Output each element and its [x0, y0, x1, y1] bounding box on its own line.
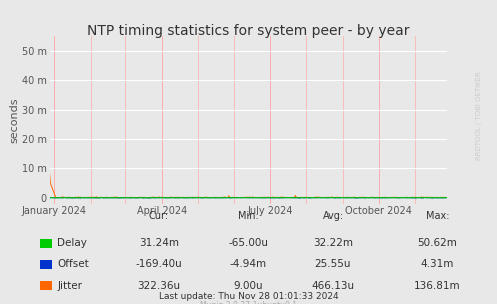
- Text: -65.00u: -65.00u: [229, 238, 268, 248]
- Text: Offset: Offset: [57, 260, 89, 269]
- Text: 31.24m: 31.24m: [139, 238, 179, 248]
- Text: Cur:: Cur:: [149, 211, 169, 221]
- Text: -169.40u: -169.40u: [136, 260, 182, 269]
- Y-axis label: seconds: seconds: [9, 97, 19, 143]
- Text: Min:: Min:: [238, 211, 259, 221]
- Text: Max:: Max:: [425, 211, 449, 221]
- Text: RRDTOOL / TOBI OETIKER: RRDTOOL / TOBI OETIKER: [476, 71, 482, 160]
- Text: 466.13u: 466.13u: [312, 281, 354, 291]
- Text: Delay: Delay: [57, 238, 87, 248]
- Text: Munin 2.0.37-1ubuntu0.1: Munin 2.0.37-1ubuntu0.1: [200, 301, 297, 304]
- Text: NTP timing statistics for system peer - by year: NTP timing statistics for system peer - …: [87, 24, 410, 38]
- Text: Last update: Thu Nov 28 01:01:33 2024: Last update: Thu Nov 28 01:01:33 2024: [159, 292, 338, 301]
- Text: Jitter: Jitter: [57, 281, 82, 291]
- Text: -4.94m: -4.94m: [230, 260, 267, 269]
- Text: 50.62m: 50.62m: [417, 238, 457, 248]
- Text: 322.36u: 322.36u: [138, 281, 180, 291]
- Text: 136.81m: 136.81m: [414, 281, 461, 291]
- Text: 4.31m: 4.31m: [420, 260, 454, 269]
- Text: Avg:: Avg:: [323, 211, 343, 221]
- Text: 9.00u: 9.00u: [234, 281, 263, 291]
- Text: 25.55u: 25.55u: [315, 260, 351, 269]
- Text: 32.22m: 32.22m: [313, 238, 353, 248]
